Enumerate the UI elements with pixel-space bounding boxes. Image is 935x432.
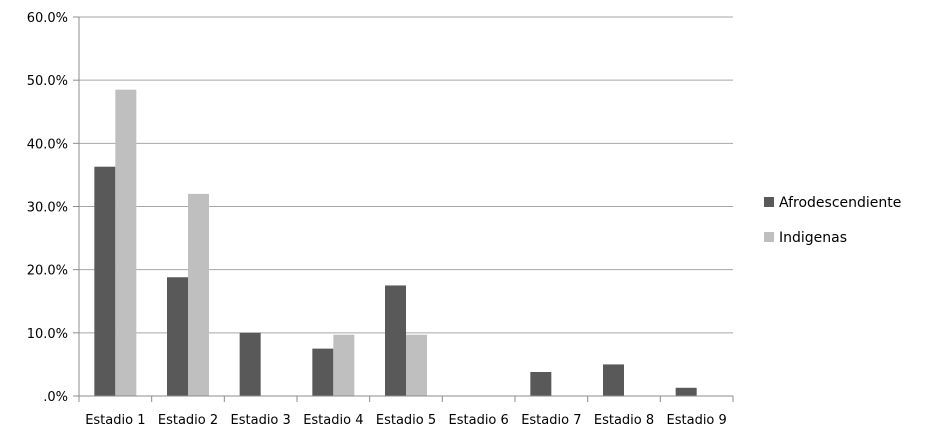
y-tick-label: 60.0% <box>27 11 68 26</box>
x-tick-label: Estadio 8 <box>594 413 654 428</box>
y-tick-label: 50.0% <box>27 74 68 89</box>
x-tick-label: Estadio 2 <box>158 413 218 428</box>
x-tick-label: Estadio 3 <box>231 413 291 428</box>
x-tick-label: Estadio 7 <box>521 413 581 428</box>
legend-label: Afrodescendiente <box>779 195 901 211</box>
bar <box>312 348 334 396</box>
bar <box>188 193 209 396</box>
axes <box>73 16 734 402</box>
y-tick-label: .0% <box>43 390 68 405</box>
bar <box>167 277 188 396</box>
x-tick-label: Estadio 4 <box>303 413 363 428</box>
legend-label: Indigenas <box>779 230 847 246</box>
x-tick-label: Estadio 1 <box>85 413 145 428</box>
legend-swatch <box>764 197 774 207</box>
y-tick-label: 30.0% <box>27 201 68 216</box>
x-tick-label: Estadio 6 <box>449 413 509 428</box>
y-tick-label: 20.0% <box>27 264 68 279</box>
x-tick-label: Estadio 5 <box>376 413 436 428</box>
bar <box>385 285 406 396</box>
bar <box>239 332 261 396</box>
bar <box>530 371 552 396</box>
y-tick-label: 10.0% <box>27 327 68 342</box>
bar <box>406 334 427 396</box>
y-tick-label: 40.0% <box>27 137 68 152</box>
bar <box>115 89 137 397</box>
x-tick-label: Estadio 9 <box>667 413 727 428</box>
bar <box>333 334 355 396</box>
bars <box>94 89 697 397</box>
y-tick-labels: .0% 10.0% 20.0% 30.0% 40.0% 50.0% 60.0% <box>27 11 68 405</box>
legend-swatch <box>764 232 774 242</box>
x-tick-labels: Estadio 1 Estadio 2 Estadio 3 Estadio 4 Esta… <box>85 413 727 428</box>
bar <box>94 166 116 396</box>
bar <box>603 364 624 396</box>
legend: Afrodescendiente Indigenas <box>764 195 901 246</box>
bar <box>675 387 697 396</box>
